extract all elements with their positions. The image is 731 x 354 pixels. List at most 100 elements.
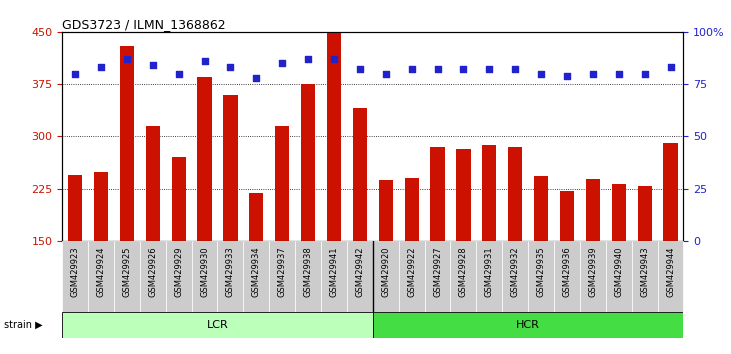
Text: GSM429924: GSM429924	[96, 246, 105, 297]
Bar	[482, 145, 496, 345]
Point	[251, 75, 262, 81]
Text: strain ▶: strain ▶	[4, 320, 42, 330]
FancyBboxPatch shape	[243, 241, 269, 312]
Point	[432, 67, 444, 72]
Point	[224, 64, 236, 70]
Text: GSM429940: GSM429940	[614, 246, 624, 297]
Text: GSM429927: GSM429927	[433, 246, 442, 297]
Point	[276, 60, 288, 66]
Bar	[404, 178, 419, 345]
Point	[380, 71, 392, 76]
Point	[406, 67, 417, 72]
Text: GSM429937: GSM429937	[278, 246, 287, 297]
Bar	[172, 157, 186, 345]
Bar	[275, 126, 289, 345]
FancyBboxPatch shape	[62, 241, 88, 312]
Point	[535, 71, 547, 76]
FancyBboxPatch shape	[528, 241, 554, 312]
Bar	[612, 184, 626, 345]
Text: HCR: HCR	[516, 320, 540, 330]
Bar	[664, 143, 678, 345]
Bar	[145, 126, 160, 345]
Text: GSM429929: GSM429929	[174, 246, 183, 297]
Point	[199, 58, 211, 64]
Text: GDS3723 / ILMN_1368862: GDS3723 / ILMN_1368862	[62, 18, 226, 31]
FancyBboxPatch shape	[166, 241, 192, 312]
Point	[510, 67, 521, 72]
FancyBboxPatch shape	[477, 241, 502, 312]
Bar	[586, 179, 600, 345]
Bar	[431, 147, 444, 345]
Bar	[94, 172, 108, 345]
Point	[173, 71, 184, 76]
Bar	[373, 312, 683, 338]
Text: GSM429936: GSM429936	[562, 246, 572, 297]
Bar	[197, 77, 212, 345]
Point	[302, 56, 314, 62]
Point	[328, 56, 340, 62]
Bar	[223, 95, 238, 345]
Point	[147, 62, 159, 68]
Text: GSM429944: GSM429944	[666, 246, 675, 297]
Bar	[62, 312, 373, 338]
Point	[95, 64, 107, 70]
FancyBboxPatch shape	[321, 241, 347, 312]
Bar	[249, 193, 263, 345]
Bar	[68, 175, 82, 345]
Bar	[508, 147, 523, 345]
FancyBboxPatch shape	[580, 241, 606, 312]
FancyBboxPatch shape	[658, 241, 683, 312]
Text: GSM429938: GSM429938	[303, 246, 313, 297]
Bar	[301, 84, 315, 345]
Text: GSM429939: GSM429939	[588, 246, 597, 297]
FancyBboxPatch shape	[88, 241, 114, 312]
Bar	[120, 46, 134, 345]
Point	[664, 64, 676, 70]
FancyBboxPatch shape	[269, 241, 295, 312]
FancyBboxPatch shape	[373, 241, 398, 312]
Text: GSM429930: GSM429930	[200, 246, 209, 297]
Bar	[327, 32, 341, 345]
FancyBboxPatch shape	[218, 241, 243, 312]
FancyBboxPatch shape	[114, 241, 140, 312]
Bar	[379, 180, 393, 345]
FancyBboxPatch shape	[450, 241, 477, 312]
FancyBboxPatch shape	[347, 241, 373, 312]
FancyBboxPatch shape	[192, 241, 218, 312]
Text: GSM429926: GSM429926	[148, 246, 157, 297]
Text: GSM429920: GSM429920	[382, 246, 390, 297]
Bar	[456, 149, 471, 345]
Text: GSM429943: GSM429943	[640, 246, 649, 297]
Text: GSM429942: GSM429942	[355, 246, 364, 297]
Text: GSM429922: GSM429922	[407, 246, 416, 297]
FancyBboxPatch shape	[632, 241, 658, 312]
Bar	[534, 176, 548, 345]
Point	[561, 73, 573, 79]
Point	[121, 56, 133, 62]
Text: GSM429928: GSM429928	[459, 246, 468, 297]
Point	[613, 71, 624, 76]
Point	[458, 67, 469, 72]
Bar	[637, 187, 652, 345]
Bar	[353, 108, 367, 345]
FancyBboxPatch shape	[554, 241, 580, 312]
Text: GSM429931: GSM429931	[485, 246, 494, 297]
Text: GSM429933: GSM429933	[226, 246, 235, 297]
Text: GSM429934: GSM429934	[251, 246, 261, 297]
Point	[69, 71, 81, 76]
Point	[483, 67, 495, 72]
Text: GSM429925: GSM429925	[122, 246, 132, 297]
Text: GSM429932: GSM429932	[511, 246, 520, 297]
FancyBboxPatch shape	[398, 241, 425, 312]
FancyBboxPatch shape	[425, 241, 450, 312]
FancyBboxPatch shape	[140, 241, 166, 312]
Point	[639, 71, 651, 76]
Point	[354, 67, 366, 72]
Text: GSM429941: GSM429941	[330, 246, 338, 297]
Point	[587, 71, 599, 76]
Text: GSM429935: GSM429935	[537, 246, 545, 297]
Text: LCR: LCR	[207, 320, 228, 330]
FancyBboxPatch shape	[502, 241, 528, 312]
FancyBboxPatch shape	[606, 241, 632, 312]
FancyBboxPatch shape	[295, 241, 321, 312]
